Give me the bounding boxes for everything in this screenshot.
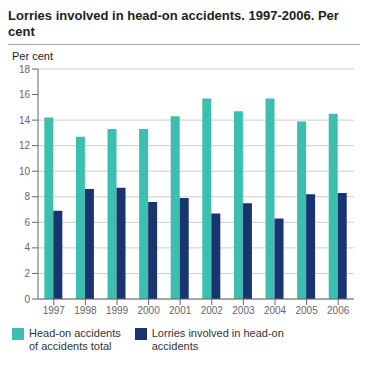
svg-text:12: 12 [19, 140, 31, 151]
svg-text:1999: 1999 [106, 305, 129, 316]
svg-text:1998: 1998 [74, 305, 97, 316]
svg-text:2000: 2000 [137, 305, 160, 316]
svg-text:1997: 1997 [43, 305, 66, 316]
svg-text:2002: 2002 [201, 305, 224, 316]
svg-text:4: 4 [24, 242, 30, 253]
html-text:Lorries involved in head-on ac: Lorries involved in head-on accidents. 1… [8, 8, 339, 39]
svg-text:2003: 2003 [232, 305, 255, 316]
svg-text:18: 18 [19, 64, 31, 75]
svg-text:14: 14 [19, 115, 31, 126]
svg-text:2: 2 [24, 268, 30, 279]
svg-text:2001: 2001 [169, 305, 192, 316]
html-text:Per cent: Per cent [12, 50, 53, 62]
svg-text:16: 16 [19, 89, 31, 100]
svg-text:2005: 2005 [295, 305, 318, 316]
svg-text:2006: 2006 [327, 305, 350, 316]
svg-text:6: 6 [24, 217, 30, 228]
html-text:Lorries involved in head-on ac: Lorries involved in head-on accidents [151, 327, 284, 352]
svg-text:0: 0 [24, 294, 30, 305]
html-text:Head-on accidents of accidents: Head-on accidents of accidents total [29, 327, 121, 352]
svg-text:2004: 2004 [264, 305, 287, 316]
svg-text:10: 10 [19, 166, 31, 177]
svg-text:8: 8 [24, 191, 30, 202]
